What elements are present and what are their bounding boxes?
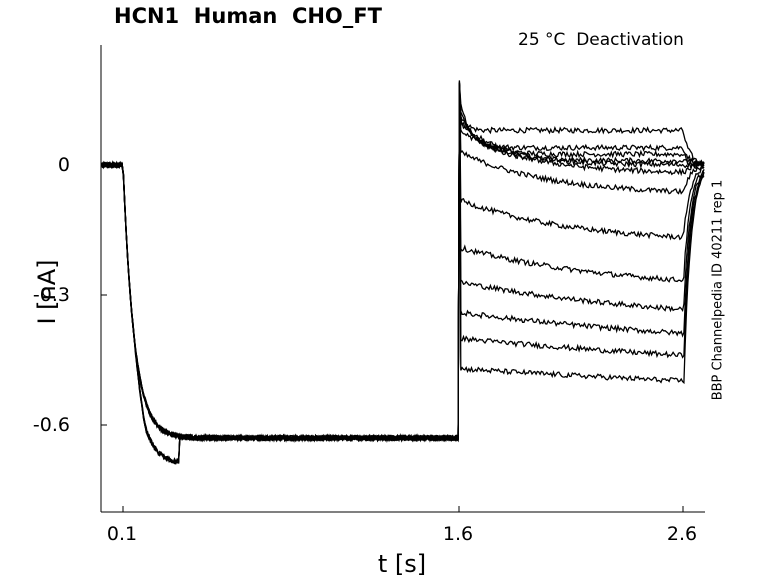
y-axis-label: I [nA] [33,259,61,325]
current-trace-6 [101,85,705,443]
current-trace-11 [101,83,705,443]
x-tick-label: 0.1 [106,523,138,545]
current-trace-3 [101,83,705,443]
axes [100,45,705,513]
current-trace-12 [101,85,705,443]
current-trace-1 [101,82,705,463]
current-trace-13 [101,84,705,465]
current-trace-4 [101,80,705,466]
x-tick-label: 1.6 [442,523,474,545]
current-trace-9 [101,82,705,443]
dataset-id-label: BBP Channelpedia ID 40211 rep 1 [710,179,726,401]
current-trace-2 [101,82,705,443]
current-traces [101,80,705,466]
y-tick-label: -0.6 [32,414,70,436]
current-trace-8 [101,83,705,443]
x-tick-label: 2.6 [666,523,698,545]
current-trace-10 [101,83,705,464]
y-tick-label: -0.3 [32,284,70,306]
chart-title: HCN1 Human CHO_FT [114,4,382,28]
y-tick-label: 0 [57,154,70,176]
x-axis-label: t [s] [377,550,427,578]
current-trace-7 [101,81,705,464]
chart-subtitle: 25 °C Deactivation [518,30,684,50]
current-trace-5 [101,84,705,443]
